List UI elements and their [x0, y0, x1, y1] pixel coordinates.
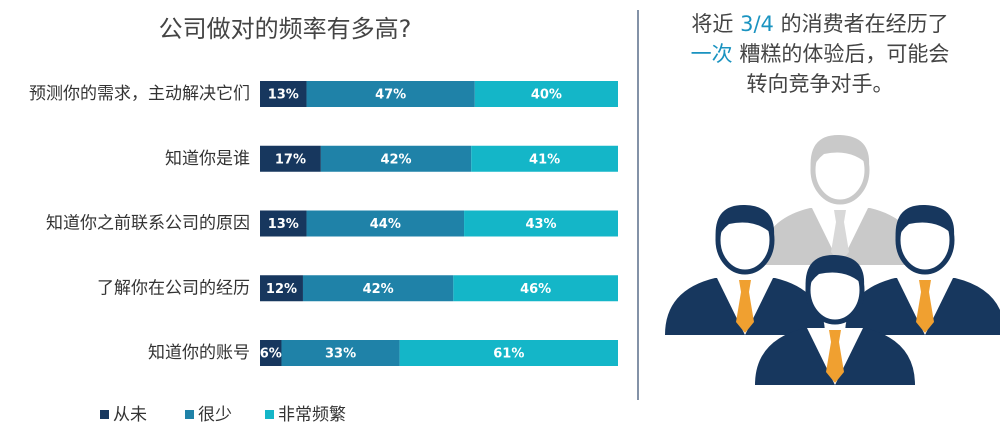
value-label: 17%: [275, 152, 306, 167]
category-label: 知道你之前联系公司的原因: [46, 214, 250, 234]
value-label: 46%: [520, 282, 551, 297]
callout-text: 将近: [691, 12, 740, 36]
callout-line: 一次 糟糕的体验后，可能会: [691, 42, 950, 66]
callout-line: 转向竞争对手。: [747, 72, 894, 96]
bar-segment: [464, 210, 618, 237]
bar-segment: [399, 340, 618, 366]
bar-segment: [306, 81, 475, 107]
value-label: 47%: [375, 88, 406, 103]
callout-text: 3/4: [740, 12, 774, 36]
category-label: 知道你的账号: [148, 343, 250, 363]
legend-label: 从未: [113, 405, 147, 425]
legend-swatch: [100, 410, 109, 419]
value-label: 13%: [268, 217, 299, 232]
legend-swatch: [265, 410, 274, 419]
value-label: 40%: [531, 88, 562, 103]
bar-segment: [320, 145, 472, 172]
value-label: 12%: [266, 282, 297, 297]
bar-segment: [260, 275, 303, 302]
bar-segment: [453, 275, 618, 302]
legend-label: 很少: [198, 405, 232, 425]
bar-segment: [260, 81, 307, 107]
value-label: 42%: [380, 152, 411, 167]
bar-segment: [281, 340, 400, 366]
bar-segment: [471, 145, 618, 172]
bar-segment: [474, 81, 618, 107]
category-label: 了解你在公司的经历: [97, 278, 250, 298]
chart-title: 公司做对的频率有多高?: [159, 15, 412, 43]
callout-text: 转向竞争对手。: [747, 72, 894, 96]
bar-segment: [260, 340, 282, 366]
callout-line: 将近 3/4 的消费者在经历了: [691, 12, 948, 36]
value-label: 44%: [370, 217, 401, 232]
value-label: 42%: [363, 282, 394, 297]
value-label: 33%: [325, 347, 356, 362]
bar-segment: [260, 145, 321, 172]
value-label: 43%: [525, 217, 556, 232]
category-label: 知道你是谁: [165, 149, 250, 169]
bar-segment: [306, 210, 465, 237]
bar-segment: [302, 275, 454, 302]
value-label: 6%: [260, 347, 282, 362]
value-label: 13%: [268, 88, 299, 103]
legend-swatch: [185, 410, 194, 419]
callout-text: 糟糕的体验后，可能会: [733, 42, 950, 66]
callout-text: 一次: [691, 42, 733, 66]
callout-text: 的消费者在经历了: [774, 12, 949, 36]
illustration: [665, 134, 1000, 385]
value-label: 61%: [493, 347, 524, 362]
category-label: 预测你的需求，主动解决它们: [29, 84, 250, 104]
legend-label: 非常频繁: [278, 405, 346, 425]
value-label: 41%: [529, 152, 560, 167]
bar-segment: [260, 210, 307, 237]
